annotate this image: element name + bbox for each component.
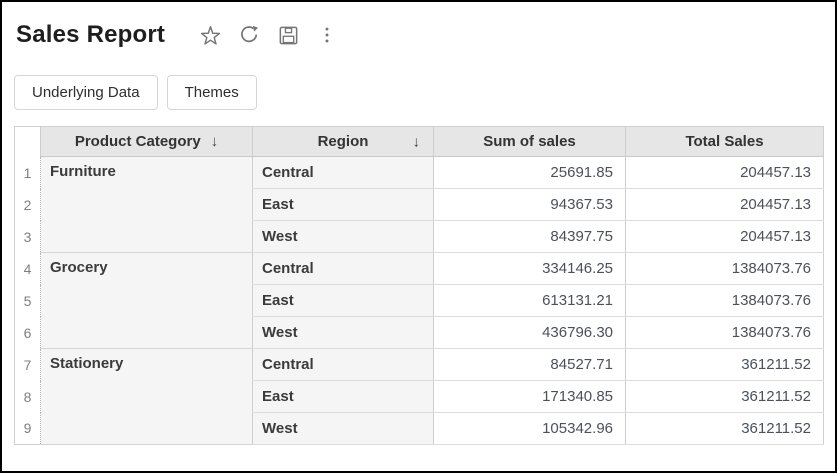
sum-of-sales-cell: 105342.96 xyxy=(433,412,626,445)
row-number-header xyxy=(14,126,41,157)
total-sales-cell: 204457.13 xyxy=(625,220,824,253)
sum-of-sales-cell: 613131.21 xyxy=(433,284,626,317)
total-sales-cell: 1384073.76 xyxy=(625,316,824,349)
total-sales-cell: 204457.13 xyxy=(625,156,824,189)
region-cell: Central xyxy=(252,348,434,381)
themes-button[interactable]: Themes xyxy=(166,75,257,110)
report-page: Sales Report xyxy=(2,2,835,445)
column-header-sum-of-sales[interactable]: Sum of sales xyxy=(433,126,626,157)
sort-descending-icon[interactable]: ↓ xyxy=(412,133,421,150)
column-header-product-category[interactable]: Product Category ↓ xyxy=(40,126,253,157)
title-bar: Sales Report xyxy=(14,18,823,52)
region-cell: West xyxy=(252,220,434,253)
column-label: Sum of sales xyxy=(483,133,576,150)
region-cell: West xyxy=(252,316,434,349)
sum-of-sales-cell: 84397.75 xyxy=(433,220,626,253)
column-header-region[interactable]: Region ↓ xyxy=(252,126,434,157)
region-cell: Central xyxy=(252,252,434,285)
table-row: 2 East 94367.53 204457.13 xyxy=(14,188,824,221)
category-cell: Grocery xyxy=(40,252,253,349)
table-row: 3 West 84397.75 204457.13 xyxy=(14,220,824,253)
row-number: 8 xyxy=(14,380,41,413)
table-row: 6 West 436796.30 1384073.76 xyxy=(14,316,824,349)
region-cell: Central xyxy=(252,156,434,189)
vertical-ellipsis-icon xyxy=(325,27,329,43)
total-sales-cell: 361211.52 xyxy=(625,412,824,445)
region-cell: East xyxy=(252,284,434,317)
total-sales-cell: 361211.52 xyxy=(625,380,824,413)
sum-of-sales-cell: 94367.53 xyxy=(433,188,626,221)
row-number: 2 xyxy=(14,188,41,221)
total-sales-cell: 1384073.76 xyxy=(625,252,824,285)
page-title: Sales Report xyxy=(16,21,166,48)
row-number: 1 xyxy=(14,156,41,189)
row-number: 3 xyxy=(14,220,41,253)
column-header-total-sales[interactable]: Total Sales xyxy=(625,126,824,157)
row-number: 7 xyxy=(14,348,41,381)
total-sales-cell: 361211.52 xyxy=(625,348,824,381)
sum-of-sales-cell: 436796.30 xyxy=(433,316,626,349)
row-number: 6 xyxy=(14,316,41,349)
region-cell: East xyxy=(252,188,434,221)
sales-report-table: Product Category ↓ Region ↓ Sum of sales T… xyxy=(14,126,824,445)
refresh-arrow-icon xyxy=(241,25,259,43)
table-row: 4 Grocery Central 334146.25 1384073.76 xyxy=(14,252,824,349)
title-actions xyxy=(197,22,340,48)
total-sales-cell: 1384073.76 xyxy=(625,284,824,317)
region-cell: East xyxy=(252,380,434,413)
floppy-disk-icon xyxy=(279,26,298,44)
header-row: Product Category ↓ Region ↓ Sum of sales T… xyxy=(14,126,824,157)
favorite-star-icon[interactable] xyxy=(197,22,223,48)
sum-of-sales-cell: 84527.71 xyxy=(433,348,626,381)
table-row: 7 Stationery Central 84527.71 361211.52 xyxy=(14,348,824,445)
sum-of-sales-cell: 334146.25 xyxy=(433,252,626,285)
row-number: 4 xyxy=(14,252,41,285)
column-label: Product Category xyxy=(74,133,201,150)
column-label: Region xyxy=(317,133,369,150)
category-cell: Furniture xyxy=(40,156,253,253)
row-number: 9 xyxy=(14,412,41,445)
toolbar: Underlying Data Themes xyxy=(14,75,823,110)
region-cell: West xyxy=(252,412,434,445)
underlying-data-button[interactable]: Underlying Data xyxy=(14,75,158,110)
star-icon xyxy=(200,25,220,45)
table-row: 5 East 613131.21 1384073.76 xyxy=(14,284,824,317)
table-row: 8 East 171340.85 361211.52 xyxy=(14,380,824,413)
column-label: Total Sales xyxy=(685,133,764,150)
table-row: 9 West 105342.96 361211.52 xyxy=(14,412,824,445)
table-row: 1 Furniture Central 25691.85 204457.13 xyxy=(14,156,824,253)
total-sales-cell: 204457.13 xyxy=(625,188,824,221)
row-number: 5 xyxy=(14,284,41,317)
sort-descending-icon[interactable]: ↓ xyxy=(210,133,219,150)
refresh-icon[interactable] xyxy=(236,22,262,48)
category-cell: Stationery xyxy=(40,348,253,445)
sum-of-sales-cell: 25691.85 xyxy=(433,156,626,189)
more-options-icon[interactable] xyxy=(314,22,340,48)
sum-of-sales-cell: 171340.85 xyxy=(433,380,626,413)
save-icon[interactable] xyxy=(275,22,301,48)
